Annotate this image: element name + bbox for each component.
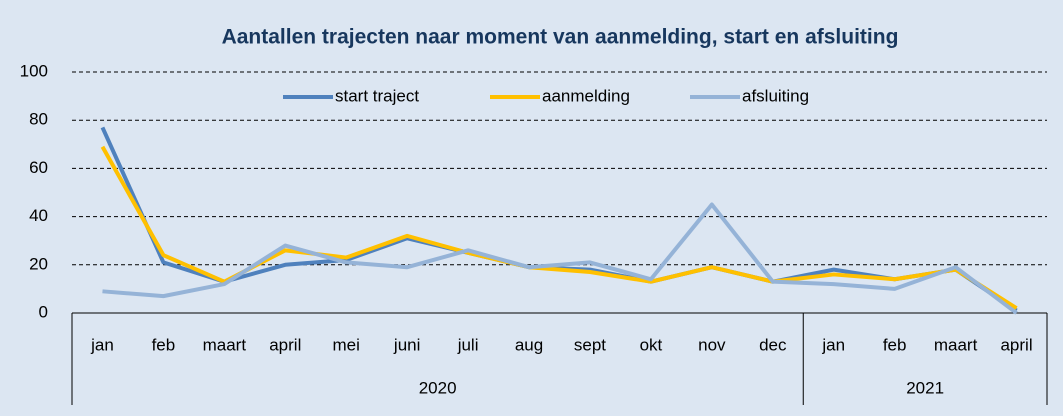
x-tick-label: feb	[883, 335, 907, 354]
y-tick-label: 40	[29, 206, 48, 225]
x-tick-label: april	[1000, 335, 1032, 354]
x-tick-label: april	[269, 335, 301, 354]
y-tick-label: 0	[39, 302, 48, 321]
y-tick-label: 80	[29, 110, 48, 129]
legend-label: aanmelding	[542, 86, 630, 105]
y-tick-label: 60	[29, 158, 48, 177]
x-group-label: 2020	[419, 378, 457, 397]
chart-title: Aantallen trajecten naar moment van aanm…	[222, 26, 899, 49]
series-line	[102, 202, 1018, 315]
x-tick-label: sept	[574, 335, 606, 354]
x-tick-label: maart	[934, 335, 978, 354]
x-tick-label: feb	[152, 335, 176, 354]
y-tick-label: 100	[20, 61, 48, 80]
x-tick-label: juni	[393, 335, 420, 354]
x-tick-label: jan	[90, 335, 114, 354]
x-tick-label: dec	[759, 335, 787, 354]
x-tick-label: okt	[640, 335, 663, 354]
x-tick-label: maart	[203, 335, 247, 354]
x-tick-label: juli	[457, 335, 479, 354]
legend-label: afsluiting	[742, 86, 809, 105]
y-tick-label: 20	[29, 254, 48, 273]
legend-label: start traject	[335, 86, 419, 105]
x-tick-label: nov	[698, 335, 726, 354]
x-tick-label: aug	[515, 335, 543, 354]
x-tick-label: jan	[821, 335, 845, 354]
x-tick-label: mei	[333, 335, 360, 354]
x-group-label: 2021	[906, 378, 944, 397]
